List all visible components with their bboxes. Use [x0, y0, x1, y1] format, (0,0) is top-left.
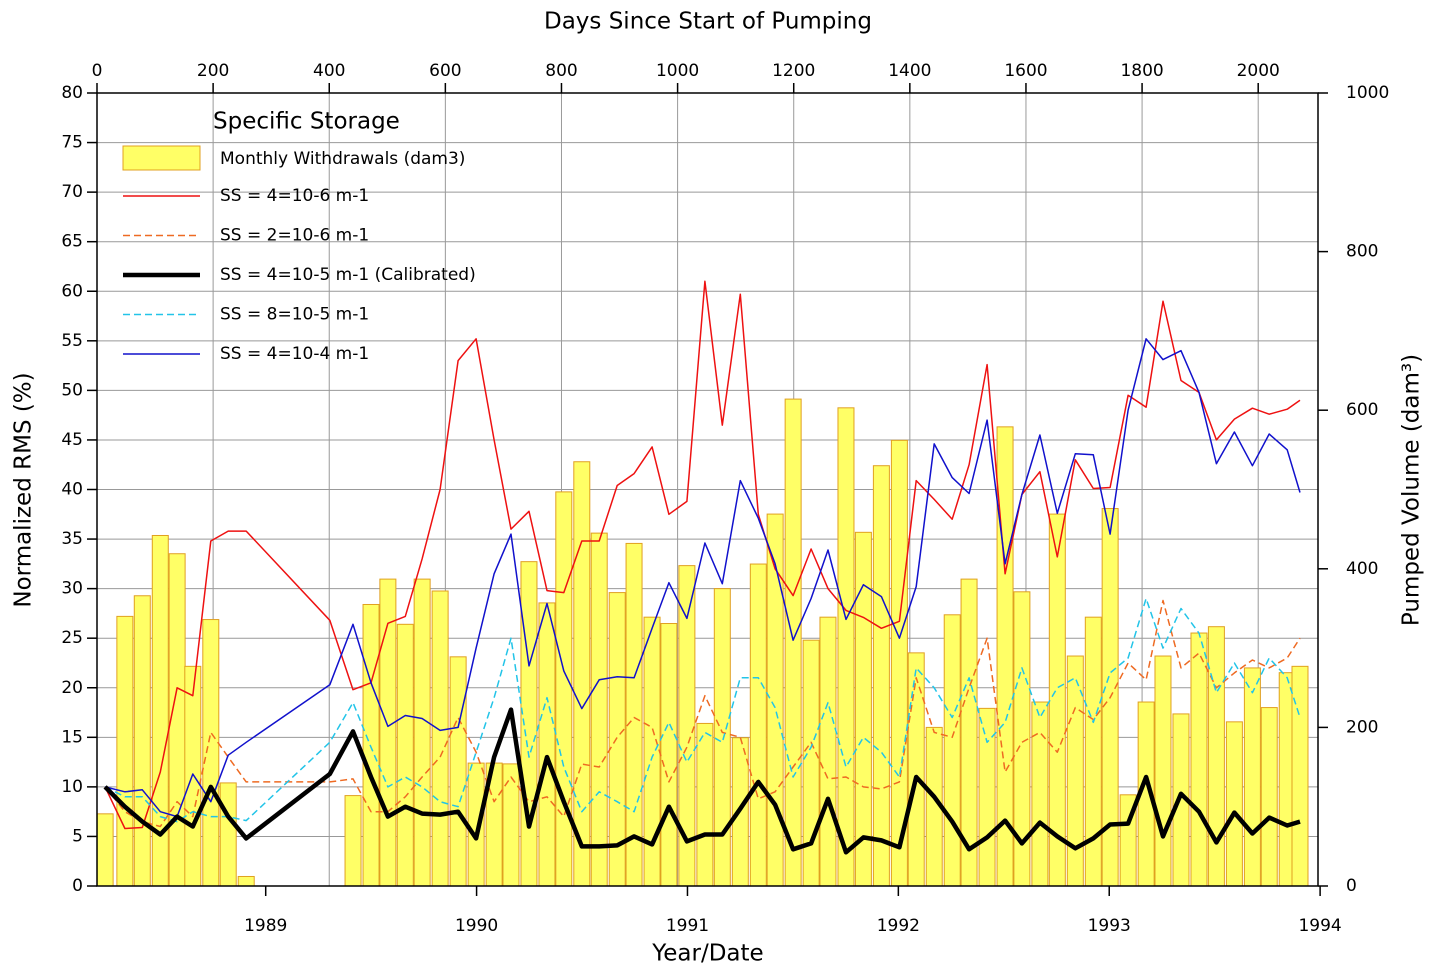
bar [96, 813, 114, 887]
bar [133, 595, 151, 887]
bar [943, 614, 961, 887]
bar [502, 763, 520, 887]
x-axis-title: Year/Date [651, 941, 763, 967]
x2-tick-label: 1992 [877, 916, 920, 936]
y-axis-title: Normalized RMS (%) [11, 372, 37, 607]
bar [978, 707, 996, 887]
bar [413, 578, 431, 887]
y-tick-label: 65 [61, 232, 83, 252]
y-tick-label: 70 [61, 182, 83, 202]
y-tick-label: 55 [61, 331, 83, 351]
legend-label: SS = 4=10-4 m-1 [220, 344, 369, 364]
y-tick-label: 80 [61, 83, 83, 103]
y2-tick-label: 800 [1346, 242, 1378, 262]
y-tick-label: 40 [61, 480, 83, 500]
bar [467, 762, 485, 887]
y-tick-label: 50 [61, 380, 83, 400]
y-tick-label: 30 [61, 579, 83, 599]
bar [819, 616, 837, 887]
y2-tick-label: 0 [1346, 876, 1357, 896]
bar [538, 602, 556, 887]
x-tick-label: 400 [313, 61, 345, 81]
y-tick-label: 5 [72, 826, 83, 846]
legend-label: SS = 4=10-5 m-1 (Calibrated) [220, 265, 476, 285]
y-tick-label: 25 [61, 628, 83, 648]
bar [573, 461, 591, 887]
x2-tick-label: 1994 [1298, 916, 1341, 936]
bar [660, 623, 678, 887]
x2-tick-label: 1991 [666, 916, 709, 936]
x-tick-label: 600 [429, 61, 461, 81]
legend-label: SS = 8=10-5 m-1 [220, 305, 369, 325]
x-tick-label: 1600 [1004, 61, 1047, 81]
bar [837, 407, 855, 887]
bar [202, 619, 220, 887]
bar [713, 588, 731, 887]
bar [802, 639, 820, 887]
bar [1154, 655, 1172, 887]
legend-title: Specific Storage [213, 109, 400, 135]
x-tick-label: 2000 [1237, 61, 1280, 81]
bar [1260, 707, 1278, 887]
x-tick-label: 1400 [888, 61, 931, 81]
x2-tick-label: 1993 [1088, 916, 1131, 936]
y2-tick-label: 400 [1346, 559, 1378, 579]
bar [237, 875, 255, 887]
legend-swatch [122, 145, 201, 171]
line-series [103, 707, 1301, 855]
x2-tick-label: 1989 [244, 916, 287, 936]
y-tick-label: 75 [61, 133, 83, 153]
y-tick-label: 15 [61, 727, 83, 747]
legend-label: SS = 4=10-6 m-1 [220, 186, 369, 206]
bar [555, 491, 573, 887]
bar [590, 532, 608, 887]
bar [749, 563, 767, 887]
y2-tick-label: 200 [1346, 717, 1378, 737]
bar [907, 652, 925, 887]
bar [872, 465, 890, 887]
bar [449, 656, 467, 887]
x2-tick-label: 1990 [455, 916, 498, 936]
bar [344, 795, 362, 887]
bar [784, 398, 802, 887]
bar [1190, 632, 1208, 887]
y2-tick-label: 600 [1346, 400, 1378, 420]
bar [1084, 616, 1102, 887]
bar [696, 722, 714, 887]
y-tick-label: 0 [72, 876, 83, 896]
y-tick-label: 10 [61, 777, 83, 797]
bar [1225, 721, 1243, 887]
x-tick-label: 800 [545, 61, 577, 81]
bar [1031, 701, 1049, 887]
y2-axis-title: Pumped Volume (dam³) [1399, 354, 1425, 626]
bar [362, 603, 380, 887]
top-axis-title: Days Since Start of Pumping [544, 9, 872, 35]
y2-tick-label: 1000 [1346, 83, 1389, 103]
y-tick-label: 20 [61, 678, 83, 698]
bar [219, 782, 237, 887]
bar [396, 623, 414, 887]
y-tick-label: 35 [61, 529, 83, 549]
x-tick-label: 1800 [1120, 61, 1163, 81]
y-tick-label: 45 [61, 430, 83, 450]
y-tick-label: 60 [61, 281, 83, 301]
legend-label: SS = 2=10-6 m-1 [220, 226, 369, 246]
x-tick-label: 1000 [656, 61, 699, 81]
bar [1243, 667, 1261, 887]
bar [431, 590, 449, 887]
bar [116, 615, 134, 887]
line-series [104, 280, 1301, 830]
line-series [104, 599, 1301, 828]
bar [168, 553, 186, 887]
legend-label: Monthly Withdrawals (dam3) [220, 149, 465, 169]
x-tick-label: 0 [92, 61, 103, 81]
x-tick-label: 1200 [772, 61, 815, 81]
bar [1207, 626, 1225, 887]
bar [996, 426, 1014, 887]
x-tick-label: 200 [197, 61, 229, 81]
line-series [104, 338, 1301, 818]
